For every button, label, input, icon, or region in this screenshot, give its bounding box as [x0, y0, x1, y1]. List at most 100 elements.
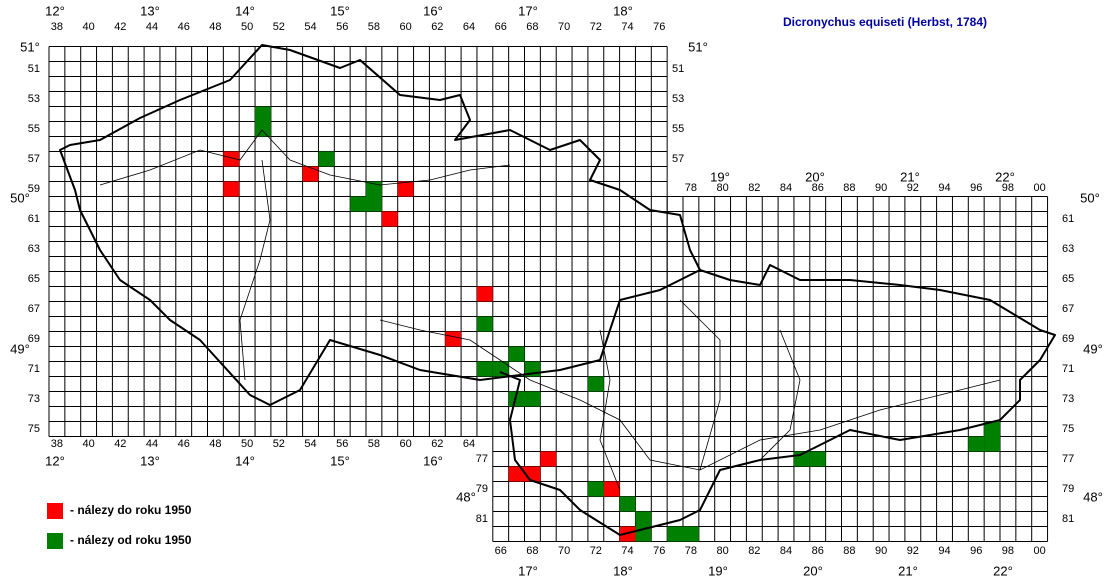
grid-label: 18° — [613, 3, 633, 18]
grid-label: 98 — [1002, 545, 1014, 557]
grid-label: 51 — [672, 63, 684, 75]
grid-label: 53 — [672, 93, 684, 105]
record-square — [508, 466, 525, 482]
grid-label: 16° — [423, 453, 443, 468]
record-square — [508, 346, 525, 362]
grid-label: 50° — [1080, 190, 1100, 205]
record-square — [476, 286, 493, 302]
grid-label: 15° — [330, 3, 350, 18]
grid-label: 22° — [995, 169, 1015, 184]
river — [599, 329, 621, 491]
title: Dicronychus equiseti (Herbst, 1784) — [783, 15, 987, 29]
grid-label: 12° — [45, 453, 65, 468]
grid-label: 79 — [1062, 483, 1074, 495]
grid-label: 51° — [20, 39, 40, 54]
grid-label: 54 — [304, 21, 316, 33]
labels: 38 40 42 44 46 48 50 52 54 56 58 60 62 64 66 68 70 72 74 76… — [10, 3, 1103, 578]
grid-label: 50° — [10, 190, 30, 205]
record-square — [619, 496, 636, 512]
grid-label: 77 — [1062, 453, 1074, 465]
grid-label: 13° — [140, 3, 160, 18]
record-square — [255, 106, 271, 122]
grid-label: 78 — [685, 182, 697, 194]
grid-label: 60 — [400, 21, 412, 33]
grid-label: 70 — [558, 545, 570, 557]
record-square — [984, 436, 1000, 452]
river — [99, 129, 511, 186]
record-square — [683, 526, 699, 542]
grid-label: 81 — [476, 513, 488, 525]
grid-label: 62 — [431, 438, 443, 450]
grid-label: 40 — [83, 438, 95, 450]
record-square — [635, 511, 652, 527]
grid-label: 48° — [456, 489, 476, 504]
river — [679, 299, 721, 471]
grid-label: 76 — [653, 21, 665, 33]
grid-label: 49° — [1083, 341, 1103, 356]
grid-label: 96 — [970, 182, 982, 194]
grid-label: 46 — [178, 438, 190, 450]
record-square — [809, 451, 826, 467]
grid-label: 56 — [336, 21, 348, 33]
grid-label: 50 — [241, 21, 253, 33]
grid-label: 80 — [717, 545, 729, 557]
grid-label: 58 — [368, 21, 380, 33]
grid-label: 42 — [114, 21, 126, 33]
grid-label: 13° — [140, 453, 160, 468]
grid-label: 63 — [1062, 243, 1074, 255]
grid-label: 69 — [1062, 333, 1074, 345]
grid-label: 57 — [672, 153, 684, 165]
grid-label: 60 — [400, 438, 412, 450]
grid-label: 78 — [685, 545, 697, 557]
grid-label: 90 — [875, 182, 887, 194]
record-square — [540, 451, 557, 467]
grid-label: 44 — [146, 21, 158, 33]
legend-swatch — [47, 503, 63, 519]
grid-label: 18° — [613, 563, 633, 578]
grid-label: 15° — [330, 453, 350, 468]
record-square — [397, 181, 414, 197]
grid-label: 52 — [273, 21, 285, 33]
grid-label: 96 — [970, 545, 982, 557]
grid-label: 64 — [463, 438, 475, 450]
grid-label: 19° — [710, 169, 730, 184]
record-square — [445, 331, 462, 347]
border-sk — [499, 264, 1056, 536]
record-square — [223, 151, 240, 167]
record-square — [366, 181, 382, 197]
grid-label: 66 — [495, 545, 507, 557]
grid-label: 64 — [463, 21, 475, 33]
grid-label: 63 — [28, 243, 40, 255]
record-square — [667, 526, 683, 542]
record-square — [223, 181, 240, 197]
grid-label: 46 — [178, 21, 190, 33]
grid-label: 86 — [812, 182, 824, 194]
record-square — [476, 316, 493, 332]
grid-label: 65 — [1062, 273, 1074, 285]
grid-label: 68 — [526, 545, 538, 557]
grid-label: 72 — [590, 545, 602, 557]
river — [239, 159, 271, 381]
grid-label: 67 — [28, 303, 40, 315]
grid-label: 79 — [476, 483, 488, 495]
legend-label: - nálezy do roku 1950 — [70, 503, 192, 517]
grid-label: 75 — [28, 423, 40, 435]
grid-label: 40 — [83, 21, 95, 33]
grid-label: 22° — [993, 563, 1013, 578]
grid-label: 48 — [209, 21, 221, 33]
grid-label: 88 — [843, 545, 855, 557]
grid-label: 48° — [1083, 489, 1103, 504]
grid-label: 55 — [28, 123, 40, 135]
river — [379, 319, 1001, 471]
record-square — [476, 361, 493, 377]
grid-label: 94 — [938, 182, 950, 194]
grid-label: 21° — [898, 563, 918, 578]
record-square — [302, 166, 319, 182]
grid-label: 65 — [28, 273, 40, 285]
record-square — [968, 436, 985, 452]
grid-label: 51° — [688, 39, 708, 54]
legend-swatch — [47, 533, 63, 549]
grid-label: 58 — [368, 438, 380, 450]
grid-label: 59 — [28, 183, 40, 195]
